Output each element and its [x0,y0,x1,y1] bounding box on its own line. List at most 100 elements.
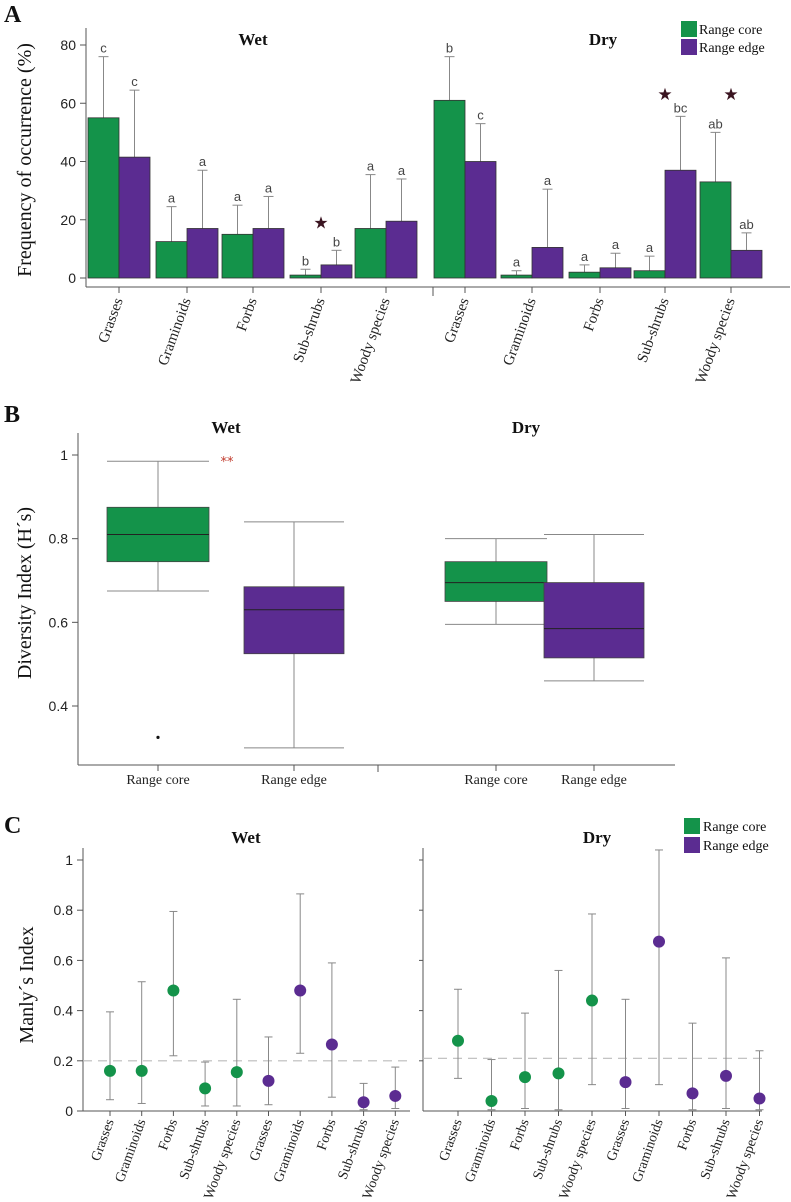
category-label-c: Sub-shrubs [177,1117,213,1181]
group-title-a-dry: Dry [589,30,618,49]
significance-star: ★ [723,85,738,105]
category-label-c: Forbs [156,1117,181,1152]
box-label: Range edge [561,773,627,788]
significance-letter: b [333,234,340,249]
legend-swatch-edge-a [681,39,697,55]
bar-edge [186,228,219,279]
category-label-c: Grasses [604,1117,633,1163]
point-core [199,1082,212,1095]
point-core [519,1071,531,1084]
y-axis-label-c: Manly´s Index [16,926,38,1043]
significance-marker-b: ** [221,455,235,470]
y-tick-label-b: 0.6 [49,614,69,630]
significance-letter: ab [708,116,722,131]
point-core [167,984,180,997]
category-label-a: Sub-shrubs [291,296,329,365]
category-label-c: Forbs [675,1117,700,1152]
legend-label-core-a: Range core [699,23,762,38]
significance-letter: a [513,255,521,270]
significance-letter: a [646,240,654,255]
bar-edge [730,249,763,279]
bar-core [354,228,387,279]
bar-edge [664,169,697,279]
category-label-c: Sub-shrubs [531,1117,567,1181]
category-label-c: Sub-shrubs [698,1117,734,1181]
bar-edge [118,156,151,279]
category-label-a: Woody species [348,296,394,386]
bar-core [433,99,466,279]
y-tick-label-c: 0.4 [54,1003,74,1019]
y-tick-label-a: 40 [60,154,76,170]
bar-edge [320,264,353,279]
group-title-b-dry: Dry [512,418,541,437]
bar-core [500,274,533,279]
legend-swatch-core-a [681,21,697,37]
category-label-c: Forbs [508,1117,533,1152]
bar-core [568,271,601,279]
bar-core [221,233,254,279]
y-tick-label-a: 80 [60,37,76,53]
box-label: Range core [464,773,527,788]
category-label-c: Graminoids [271,1117,308,1184]
significance-star: ★ [313,213,328,233]
category-label-a: Woody species [693,296,739,386]
category-label-c: Sub-shrubs [336,1117,372,1181]
legend-label-edge-a: Range edge [699,41,765,56]
significance-letter: a [544,173,552,188]
point-core [485,1094,498,1107]
category-label-c: Grasses [89,1117,118,1163]
panel-b: B Diversity Index (H´s) 0.4 0.6 0.8 1 Wet Range… [4,402,675,788]
box-label: Range edge [261,773,327,788]
significance-letter: a [168,191,176,206]
panel-letter-c: C [4,813,21,839]
y-tick-label-c: 0.6 [54,952,74,968]
category-label-a: Graminoids [500,296,539,368]
legend-label-edge-c: Range edge [703,839,769,854]
y-tick-label-c: 0.8 [54,902,74,918]
group-title-b-wet: Wet [211,418,241,437]
group-title-c-dry: Dry [583,828,612,847]
significance-letter: c [100,41,107,56]
significance-letter: a [234,189,242,204]
y-axis-label-a: Frequency of occurrence (%) [14,43,36,277]
bar-edge [464,161,497,279]
point-core [230,1066,243,1079]
significance-letter: b [302,253,309,268]
significance-letter: bc [674,100,688,115]
significance-letter: a [612,237,620,252]
significance-letter: c [477,108,484,123]
point-edge [325,1038,338,1051]
y-tick-label-b: 0.8 [49,531,69,547]
point-core [552,1067,565,1080]
significance-letter: a [199,154,207,169]
category-label-a: Sub-shrubs [635,296,673,365]
significance-letter: c [131,74,138,89]
legend-swatch-edge-c [684,837,700,853]
outlier-point [156,735,160,739]
point-core [135,1064,148,1077]
point-edge [357,1096,370,1109]
category-label-a: Grasses [96,296,127,345]
significance-letter: a [265,180,273,195]
point-core [586,994,598,1007]
bar-core [699,181,732,279]
y-tick-label-b: 1 [60,447,68,463]
point-core [104,1064,116,1077]
bar-edge [385,220,418,279]
significance-letter: b [446,41,453,56]
point-edge [619,1076,632,1089]
point-edge [262,1074,275,1087]
bar-core [289,274,322,279]
box-edge [243,586,345,655]
panel-a: A Frequency of occurrence (%) 0 20 40 60 80 Wet… [4,2,790,386]
y-tick-label-c: 0 [65,1103,73,1119]
bar-core [87,117,120,279]
category-label-c: Grasses [247,1117,276,1163]
point-edge [389,1089,402,1102]
significance-letter: a [398,163,406,178]
bar-edge [531,247,564,279]
category-label-a: Forbs [234,296,261,334]
bar-edge [599,267,632,279]
point-edge [753,1092,766,1105]
